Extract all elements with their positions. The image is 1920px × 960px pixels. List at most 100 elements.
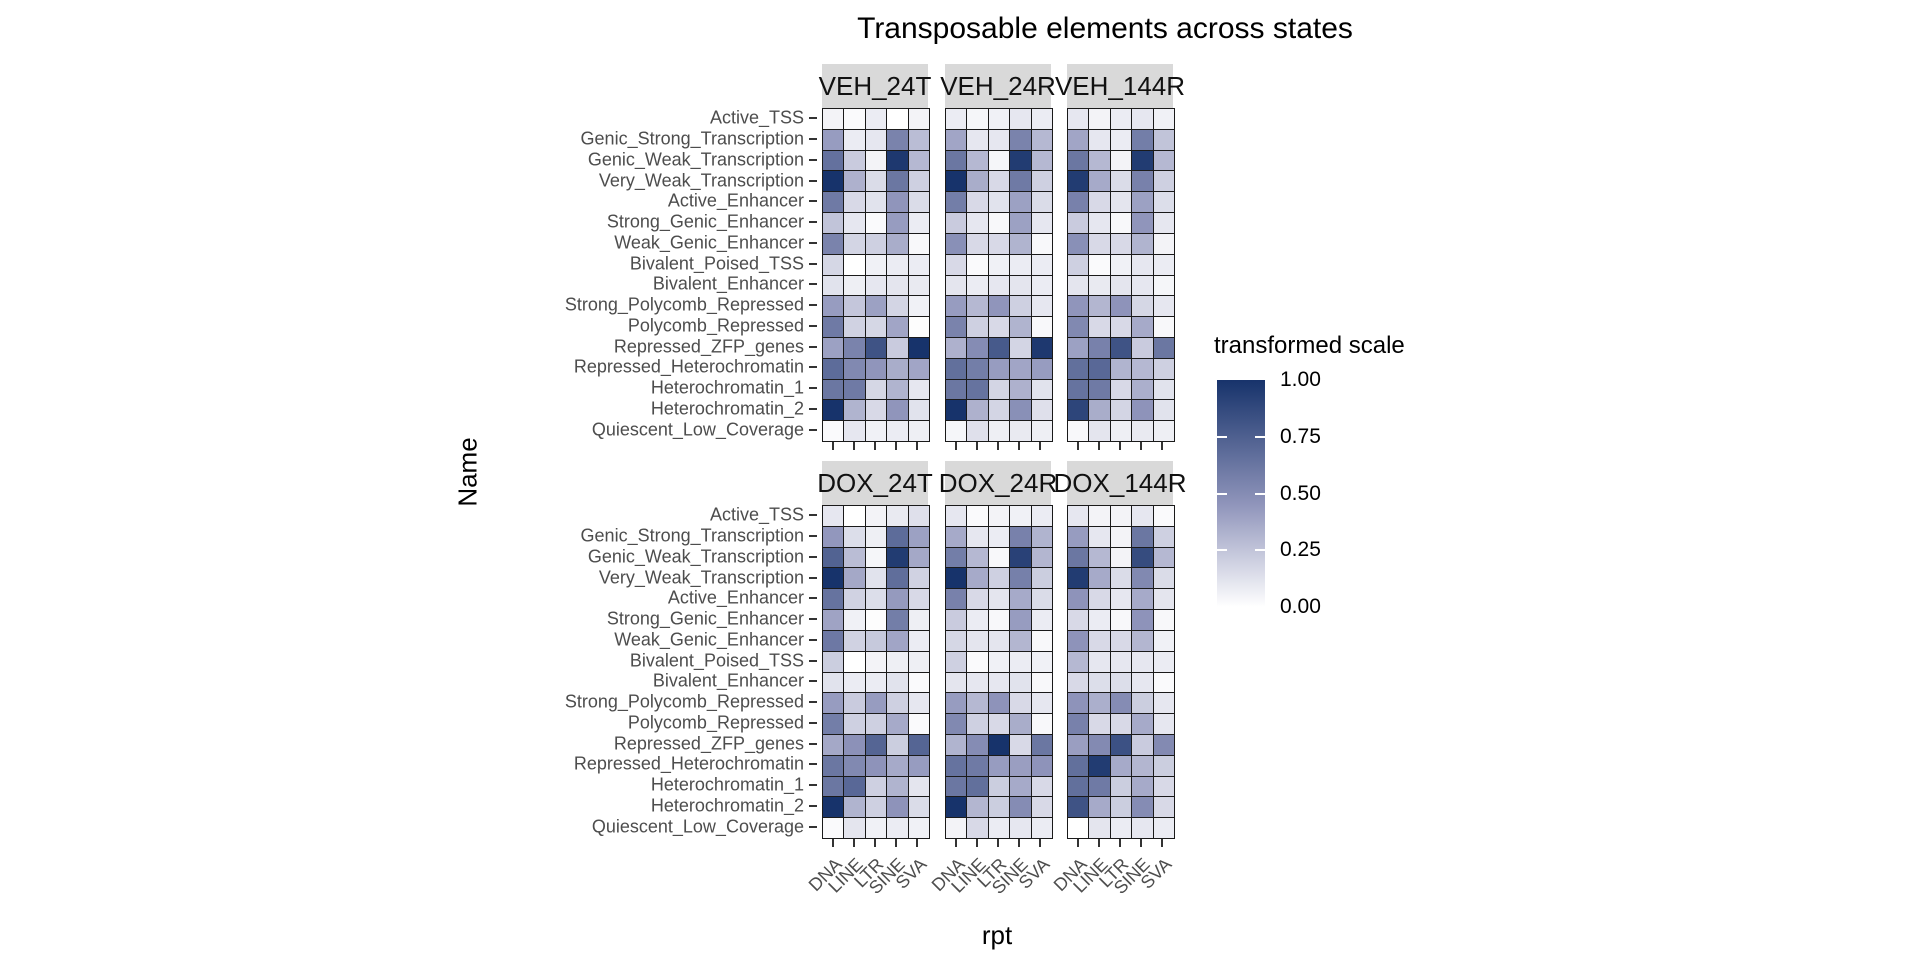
heatmap-cell (1068, 693, 1089, 714)
y-axis-label: Weak_Genic_Enhancer (614, 629, 804, 650)
heatmap-cell (1110, 213, 1132, 233)
heatmap-cell (1153, 568, 1174, 589)
heatmap-cell (1089, 213, 1110, 233)
y-axis-label: Bivalent_Poised_TSS (629, 650, 804, 671)
heatmap-cell (1132, 589, 1153, 610)
heatmap-cell (887, 171, 908, 192)
heatmap-cell (908, 317, 929, 337)
heatmap-cell (865, 192, 887, 213)
heatmap-cell (988, 150, 1010, 171)
y-axis-label: Heterochromatin_2 (650, 398, 804, 419)
heatmap-cell (844, 275, 865, 296)
axis-tick (1119, 442, 1121, 450)
heatmap-cell (946, 506, 967, 526)
heatmap-cell (823, 192, 844, 213)
heatmap-cell (908, 129, 929, 150)
axis-tick (809, 117, 817, 120)
legend-tick-label: 0.50 (1280, 481, 1321, 505)
heatmap-cell (1153, 275, 1174, 296)
heatmap-cell (1153, 129, 1174, 150)
heatmap-cell (1089, 150, 1110, 171)
heatmap-cell (967, 568, 988, 589)
heatmap-cell (1010, 275, 1031, 296)
heatmap-cell (988, 714, 1010, 734)
heatmap-cell (967, 610, 988, 630)
heatmap-cell (823, 129, 844, 150)
heatmap-cell (988, 797, 1010, 818)
heatmap-cell (1010, 400, 1031, 421)
heatmap-cell (1010, 317, 1031, 337)
axis-tick (809, 158, 817, 161)
heatmap-cell (844, 776, 865, 797)
heatmap-cell (887, 379, 908, 400)
legend-tick-label: 0.00 (1280, 595, 1321, 618)
heatmap-cell (988, 672, 1010, 693)
heatmap-cell (908, 275, 929, 296)
axis-tick (809, 179, 817, 182)
heatmap-cell (1153, 630, 1174, 651)
heatmap-cell (1068, 233, 1089, 254)
heatmap-cell (844, 693, 865, 714)
heatmap-cell (1110, 589, 1132, 610)
heatmap-cell (1031, 672, 1052, 693)
heatmap-cell (887, 672, 908, 693)
y-axis-label: Bivalent_Poised_TSS (629, 253, 804, 274)
axis-tick (809, 701, 817, 704)
heatmap-cell (1068, 651, 1089, 672)
heatmap-cell (1031, 734, 1052, 755)
heatmap-cell (1010, 171, 1031, 192)
heatmap-cell (844, 213, 865, 233)
heatmap-cell (946, 400, 967, 421)
heatmap-cell (1089, 192, 1110, 213)
heatmap-cell (1089, 755, 1110, 776)
heatmap-cell (908, 150, 929, 171)
facet-strip-label: DOX_24R (938, 467, 1058, 498)
heatmap-cell (967, 192, 988, 213)
heatmap-cell (865, 254, 887, 275)
heatmap-cell (823, 150, 844, 171)
axis-tick (1161, 839, 1164, 847)
heatmap-cell (1110, 651, 1132, 672)
heatmap-cell (823, 797, 844, 818)
facet-strip: DOX_24R (939, 461, 1057, 505)
heatmap-cell (844, 379, 865, 400)
heatmap-cell (946, 337, 967, 358)
legend-colorbar-tick (1255, 549, 1265, 552)
axis-tick (809, 742, 817, 745)
y-axis-title: Name (452, 437, 483, 507)
axis-tick (809, 366, 817, 369)
heatmap-cell (823, 714, 844, 734)
heatmap-cell (967, 589, 988, 610)
heatmap-cell (1068, 129, 1089, 150)
heatmap-cell (1132, 693, 1153, 714)
heatmap-cell (967, 818, 988, 838)
heatmap-cell (1068, 776, 1089, 797)
heatmap-cell (988, 589, 1010, 610)
axis-tick (809, 597, 817, 600)
y-axis-label: Heterochromatin_1 (650, 774, 804, 795)
heatmap-cell (946, 630, 967, 651)
heatmap-cell (1010, 421, 1031, 441)
heatmap-cell (1089, 651, 1110, 672)
heatmap-cell (1010, 610, 1031, 630)
heatmap-cell (988, 568, 1010, 589)
heatmap-cell (887, 275, 908, 296)
heatmap-cell (946, 192, 967, 213)
heatmap-cell (1068, 589, 1089, 610)
heatmap-cell (988, 734, 1010, 755)
axis-tick (997, 839, 999, 847)
heatmap-cell (823, 337, 844, 358)
heatmap-cell (1132, 506, 1153, 526)
heatmap-cell (946, 610, 967, 630)
heatmap-cell (844, 547, 865, 568)
heatmap-cell (946, 714, 967, 734)
heatmap-cell (1010, 734, 1031, 755)
y-axis-label: Genic_Strong_Transcription (580, 128, 804, 149)
heatmap-cell (946, 421, 967, 441)
facet-strip-label: DOX_144R (1053, 467, 1187, 498)
heatmap-cell (946, 547, 967, 568)
heatmap-cell (887, 797, 908, 818)
heatmap-cell (887, 129, 908, 150)
y-axis-label: Strong_Genic_Enhancer (606, 608, 804, 629)
heatmap-cell (844, 421, 865, 441)
